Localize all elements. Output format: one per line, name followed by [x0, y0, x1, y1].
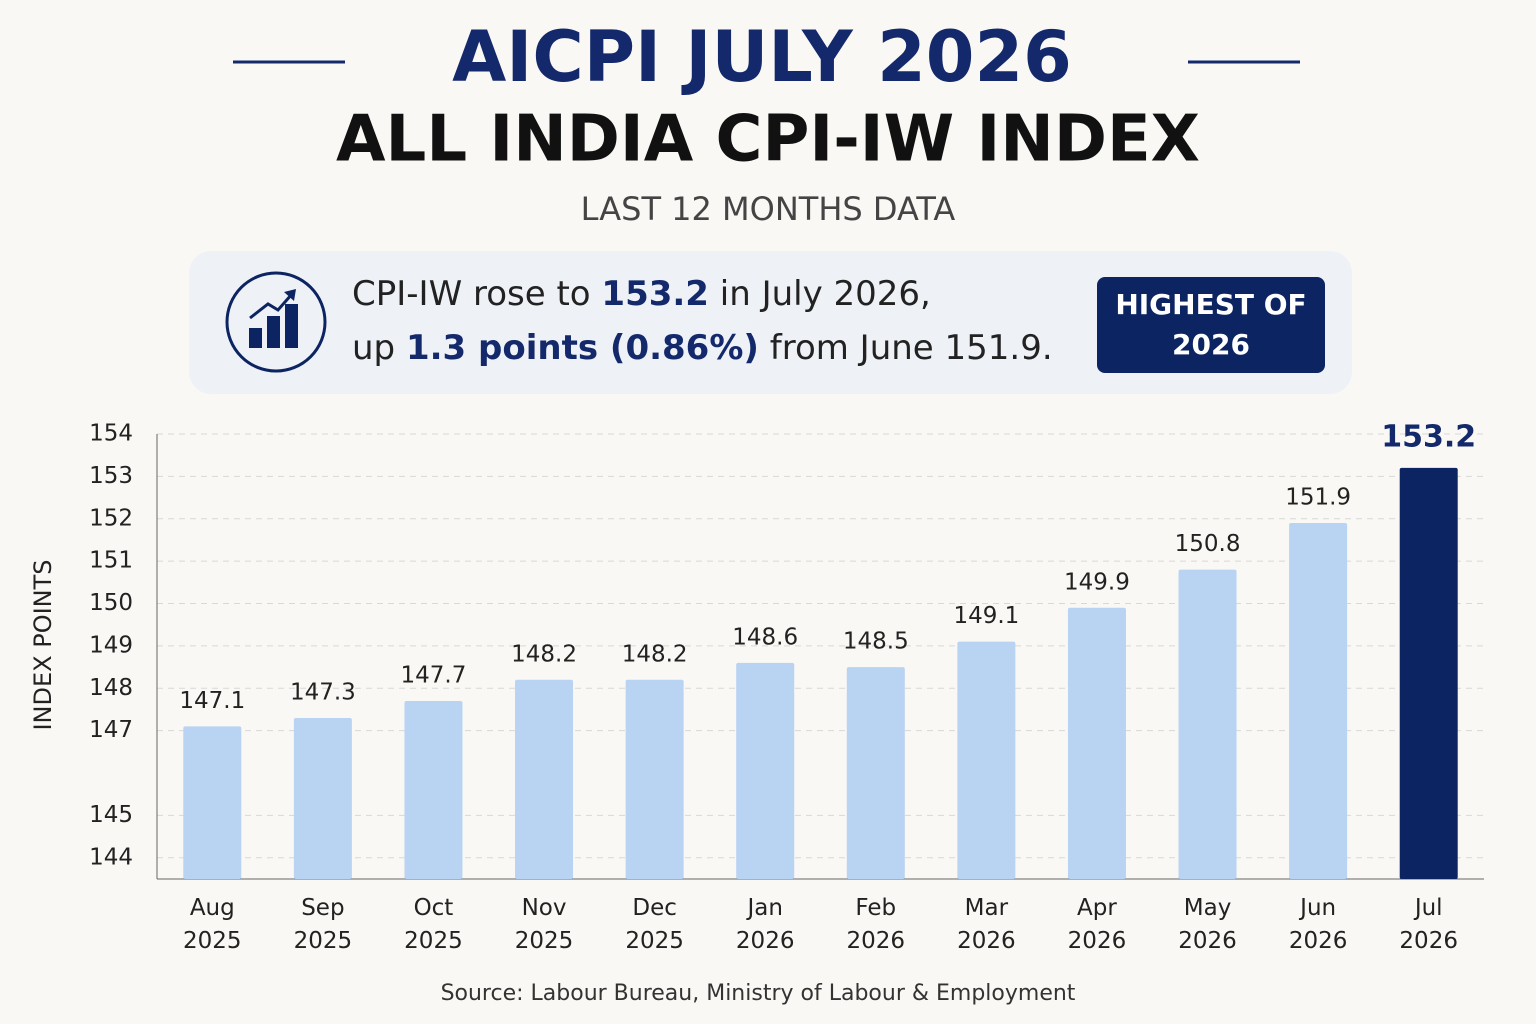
bar — [515, 679, 574, 879]
value-label: 148.6 — [732, 624, 798, 650]
value-label: 151.9 — [1285, 485, 1351, 511]
bar — [736, 662, 795, 879]
value-label: 148.2 — [622, 641, 688, 667]
x-tick-line: 2026 — [736, 928, 795, 954]
y-tick-label: 147 — [89, 717, 133, 743]
y-tick-label: 153 — [89, 463, 133, 489]
x-tick-line: 2025 — [183, 928, 242, 954]
bar — [846, 667, 905, 879]
summary-text: in July 2026, — [709, 274, 931, 314]
y-tick-label: 145 — [89, 802, 133, 828]
x-tick-line: May — [1184, 895, 1232, 921]
x-tick-line: Jul — [1413, 895, 1443, 921]
y-tick-label: 148 — [89, 675, 133, 701]
x-tick-line: Mar — [965, 895, 1009, 921]
x-tick-label: Sep 2025 — [294, 895, 353, 954]
x-tick-label: Oct 2025 — [404, 895, 463, 954]
value-label: 147.3 — [290, 679, 356, 705]
bar — [1289, 523, 1348, 879]
x-tick-line: Apr — [1077, 895, 1117, 921]
summary-text: from June 151.9. — [759, 328, 1053, 368]
x-tick-label: Mar 2026 — [957, 895, 1016, 954]
x-tick-line: Jun — [1298, 895, 1336, 921]
x-tick-label: Jun 2026 — [1289, 895, 1348, 954]
x-tick-line: 2025 — [625, 928, 684, 954]
x-tick-label: Feb 2026 — [847, 895, 906, 954]
value-label: 147.1 — [179, 688, 245, 714]
value-label: 148.5 — [843, 629, 909, 655]
badge — [1097, 277, 1325, 373]
value-label: 147.7 — [401, 663, 467, 689]
x-tick-label: Jul 2026 — [1399, 895, 1458, 954]
x-tick-label: May 2026 — [1178, 895, 1237, 954]
y-axis-title: INDEX POINTS — [29, 559, 57, 730]
trend-icon — [225, 271, 327, 373]
x-tick-line: 2026 — [847, 928, 906, 954]
chart-subtitle: ALL INDIA CPI-IW INDEX — [336, 103, 1200, 177]
value-label: 149.1 — [953, 603, 1019, 629]
source: Source: Labour Bureau, Ministry of Labou… — [441, 981, 1076, 1006]
value-label: 153.2 — [1381, 419, 1476, 454]
x-tick-line: 2025 — [404, 928, 463, 954]
y-tick-label: 151 — [89, 548, 133, 574]
bar — [957, 641, 1016, 879]
x-tick-line: Oct — [414, 895, 454, 921]
bar — [404, 701, 463, 879]
summary-box — [189, 251, 1352, 394]
x-tick-label: Jan 2026 — [736, 895, 795, 954]
x-tick-line: 2025 — [294, 928, 353, 954]
x-tick-line: 2026 — [957, 928, 1016, 954]
x-tick-line: 2026 — [1399, 928, 1458, 954]
summary-highlight: 1.3 points (0.86%) — [406, 328, 759, 368]
bar — [1067, 607, 1126, 879]
summary-line: CPI-IW rose to 153.2 in July 2026, — [352, 274, 931, 314]
y-tick-label: 150 — [89, 590, 133, 616]
summary-highlight: 153.2 — [601, 274, 709, 314]
bar — [183, 726, 242, 879]
x-tick-line: Feb — [855, 895, 896, 921]
badge-text: HIGHEST OF — [1115, 288, 1306, 321]
x-tick-line: Sep — [301, 895, 344, 921]
y-tick-label: 144 — [89, 844, 133, 870]
x-tick-line: 2026 — [1068, 928, 1127, 954]
x-tick-line: Nov — [522, 895, 567, 921]
summary-text: up — [352, 328, 406, 368]
x-tick-line: Jan — [745, 895, 782, 921]
x-tick-line: Aug — [190, 895, 235, 921]
y-tick-label: 154 — [89, 421, 133, 447]
bar — [1178, 569, 1237, 879]
x-tick-label: Apr 2026 — [1068, 895, 1127, 954]
x-tick-label: Dec 2025 — [625, 895, 684, 954]
summary-line: up 1.3 points (0.86%) from June 151.9. — [352, 328, 1053, 368]
bar — [625, 679, 684, 879]
value-label: 149.9 — [1064, 569, 1130, 595]
y-tick-label: 152 — [89, 505, 133, 531]
x-tick-label: Nov 2025 — [515, 895, 574, 954]
chart-caption: LAST 12 MONTHS DATA — [581, 190, 956, 228]
x-tick-line: Dec — [632, 895, 677, 921]
summary-text: CPI-IW rose to — [352, 274, 601, 314]
value-label: 148.2 — [511, 641, 577, 667]
x-tick-line: 2026 — [1289, 928, 1348, 954]
x-tick-label: Aug 2025 — [183, 895, 242, 954]
bar — [1399, 467, 1458, 879]
x-tick-line: 2026 — [1178, 928, 1237, 954]
badge-text: 2026 — [1172, 328, 1250, 361]
chart-title: AICPI JULY 2026 — [452, 16, 1072, 98]
x-tick-line: 2025 — [515, 928, 574, 954]
bar — [293, 717, 352, 879]
value-label: 150.8 — [1175, 531, 1241, 557]
y-tick-label: 149 — [89, 632, 133, 658]
